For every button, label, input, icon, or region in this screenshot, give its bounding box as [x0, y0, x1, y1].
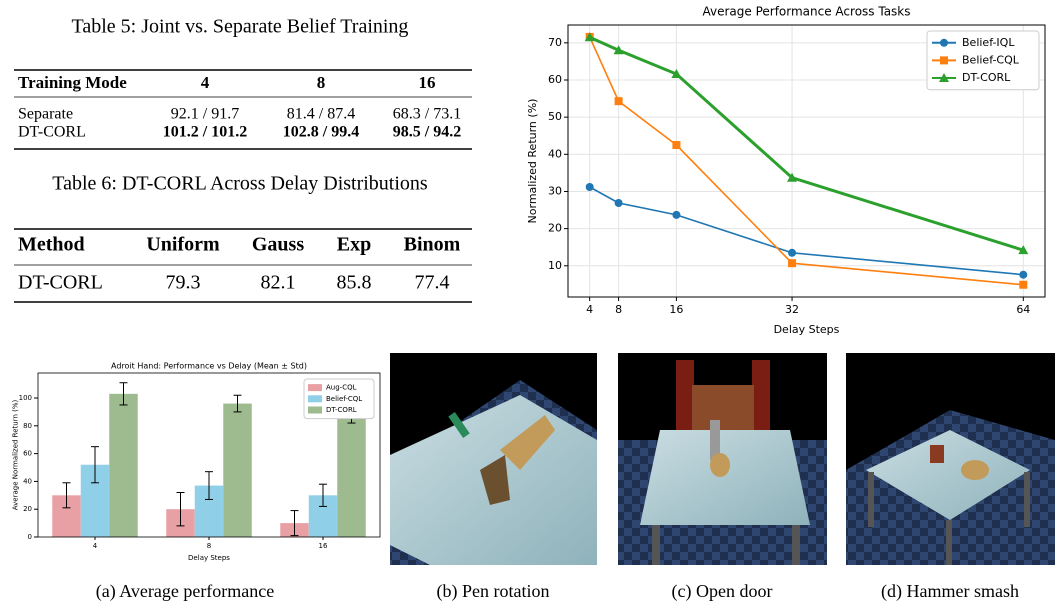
y-tick-label: 80 [23, 422, 32, 430]
marker [672, 141, 680, 149]
table-cell: 102.8 / 99.4 [283, 124, 359, 141]
x-tick-label: 8 [615, 303, 622, 316]
x-tick-label: 16 [319, 542, 328, 550]
marker [672, 211, 680, 219]
marker [615, 97, 623, 105]
legend-label: Belief-IQL [962, 36, 1015, 49]
legend-swatch [308, 395, 322, 402]
x-tick-label: 4 [93, 542, 98, 550]
table-header: Training Mode [18, 73, 127, 92]
bar [337, 413, 366, 537]
caption: (a) Average performance [96, 581, 275, 602]
y-tick-label: 30 [548, 184, 562, 197]
table-cell: 81.4 / 87.4 [287, 106, 355, 123]
table-cell: 101.2 / 101.2 [163, 124, 247, 141]
bar [109, 394, 138, 537]
y-tick-label: 60 [23, 450, 32, 458]
chart-title: Adroit Hand: Performance vs Delay (Mean … [111, 362, 307, 371]
table-header: Uniform [146, 234, 220, 256]
caption: (b) Pen rotation [437, 581, 550, 602]
x-tick-label: 4 [586, 303, 593, 316]
legend-label: Aug-CQL [326, 384, 357, 392]
table-cell: DT-CORL [18, 272, 103, 294]
table-cell: 98.5 / 94.2 [393, 124, 461, 141]
marker [1019, 281, 1027, 289]
x-axis-label: Delay Steps [188, 554, 230, 562]
image-open-door [618, 353, 827, 565]
figure-page: Table 5: Joint vs. Separate Belief Train… [0, 0, 1055, 605]
legend-label: DT-CORL [962, 71, 1011, 84]
marker [940, 39, 948, 47]
table-title: Table 5: Joint vs. Separate Belief Train… [72, 16, 409, 38]
legend-label: Belief-CQL [326, 395, 362, 403]
y-tick-label: 10 [548, 259, 562, 272]
table-cell: DT-CORL [18, 124, 86, 141]
table-cell: 92.1 / 91.7 [171, 106, 239, 123]
marker [788, 249, 796, 257]
y-tick-label: 0 [28, 533, 32, 541]
table-title: Table 6: DT-CORL Across Delay Distributi… [52, 173, 428, 195]
marker [788, 259, 796, 267]
y-tick-label: 70 [548, 36, 562, 49]
y-tick-label: 40 [23, 477, 32, 485]
x-tick-label: 16 [669, 303, 683, 316]
legend-swatch [308, 407, 322, 414]
table-cell: 85.8 [337, 272, 372, 294]
table-header: Method [18, 234, 85, 256]
chart-title: Average Performance Across Tasks [702, 5, 910, 19]
table-cell: 82.1 [261, 272, 296, 294]
marker [1019, 271, 1027, 279]
y-tick-label: 60 [548, 73, 562, 86]
x-tick-label: 32 [785, 303, 799, 316]
x-tick-label: 8 [207, 542, 211, 550]
y-axis-label: Average Normalized Return (%) [12, 400, 20, 511]
x-axis-label: Delay Steps [774, 323, 840, 336]
image-hammer-smash [846, 353, 1055, 565]
y-axis-label: Normalized Return (%) [526, 99, 539, 224]
y-tick-label: 100 [19, 394, 32, 402]
table-cell: Separate [18, 106, 73, 123]
table-cell: 68.3 / 73.1 [393, 106, 461, 123]
table-cell: 79.3 [166, 272, 201, 294]
y-tick-label: 20 [23, 505, 32, 513]
table-header: Exp [337, 234, 371, 256]
marker [940, 56, 948, 64]
legend-label: DT-CORL [326, 406, 357, 414]
table-header: Gauss [252, 234, 304, 256]
table-header: 4 [201, 73, 210, 92]
bar [223, 404, 252, 537]
y-tick-label: 20 [548, 222, 562, 235]
table-header: Binom [404, 234, 461, 256]
marker [615, 199, 623, 207]
legend-label: Belief-CQL [962, 53, 1020, 66]
marker [586, 183, 594, 191]
x-tick-label: 64 [1016, 303, 1030, 316]
table-header: 16 [419, 73, 436, 92]
caption: (d) Hammer smash [881, 581, 1019, 602]
table-cell: 77.4 [415, 272, 450, 294]
image-pen-rotation [390, 353, 597, 565]
caption: (c) Open door [672, 581, 773, 602]
table-header: 8 [317, 73, 326, 92]
y-tick-label: 40 [548, 147, 562, 160]
y-tick-label: 50 [548, 110, 562, 123]
legend-swatch [308, 384, 322, 391]
